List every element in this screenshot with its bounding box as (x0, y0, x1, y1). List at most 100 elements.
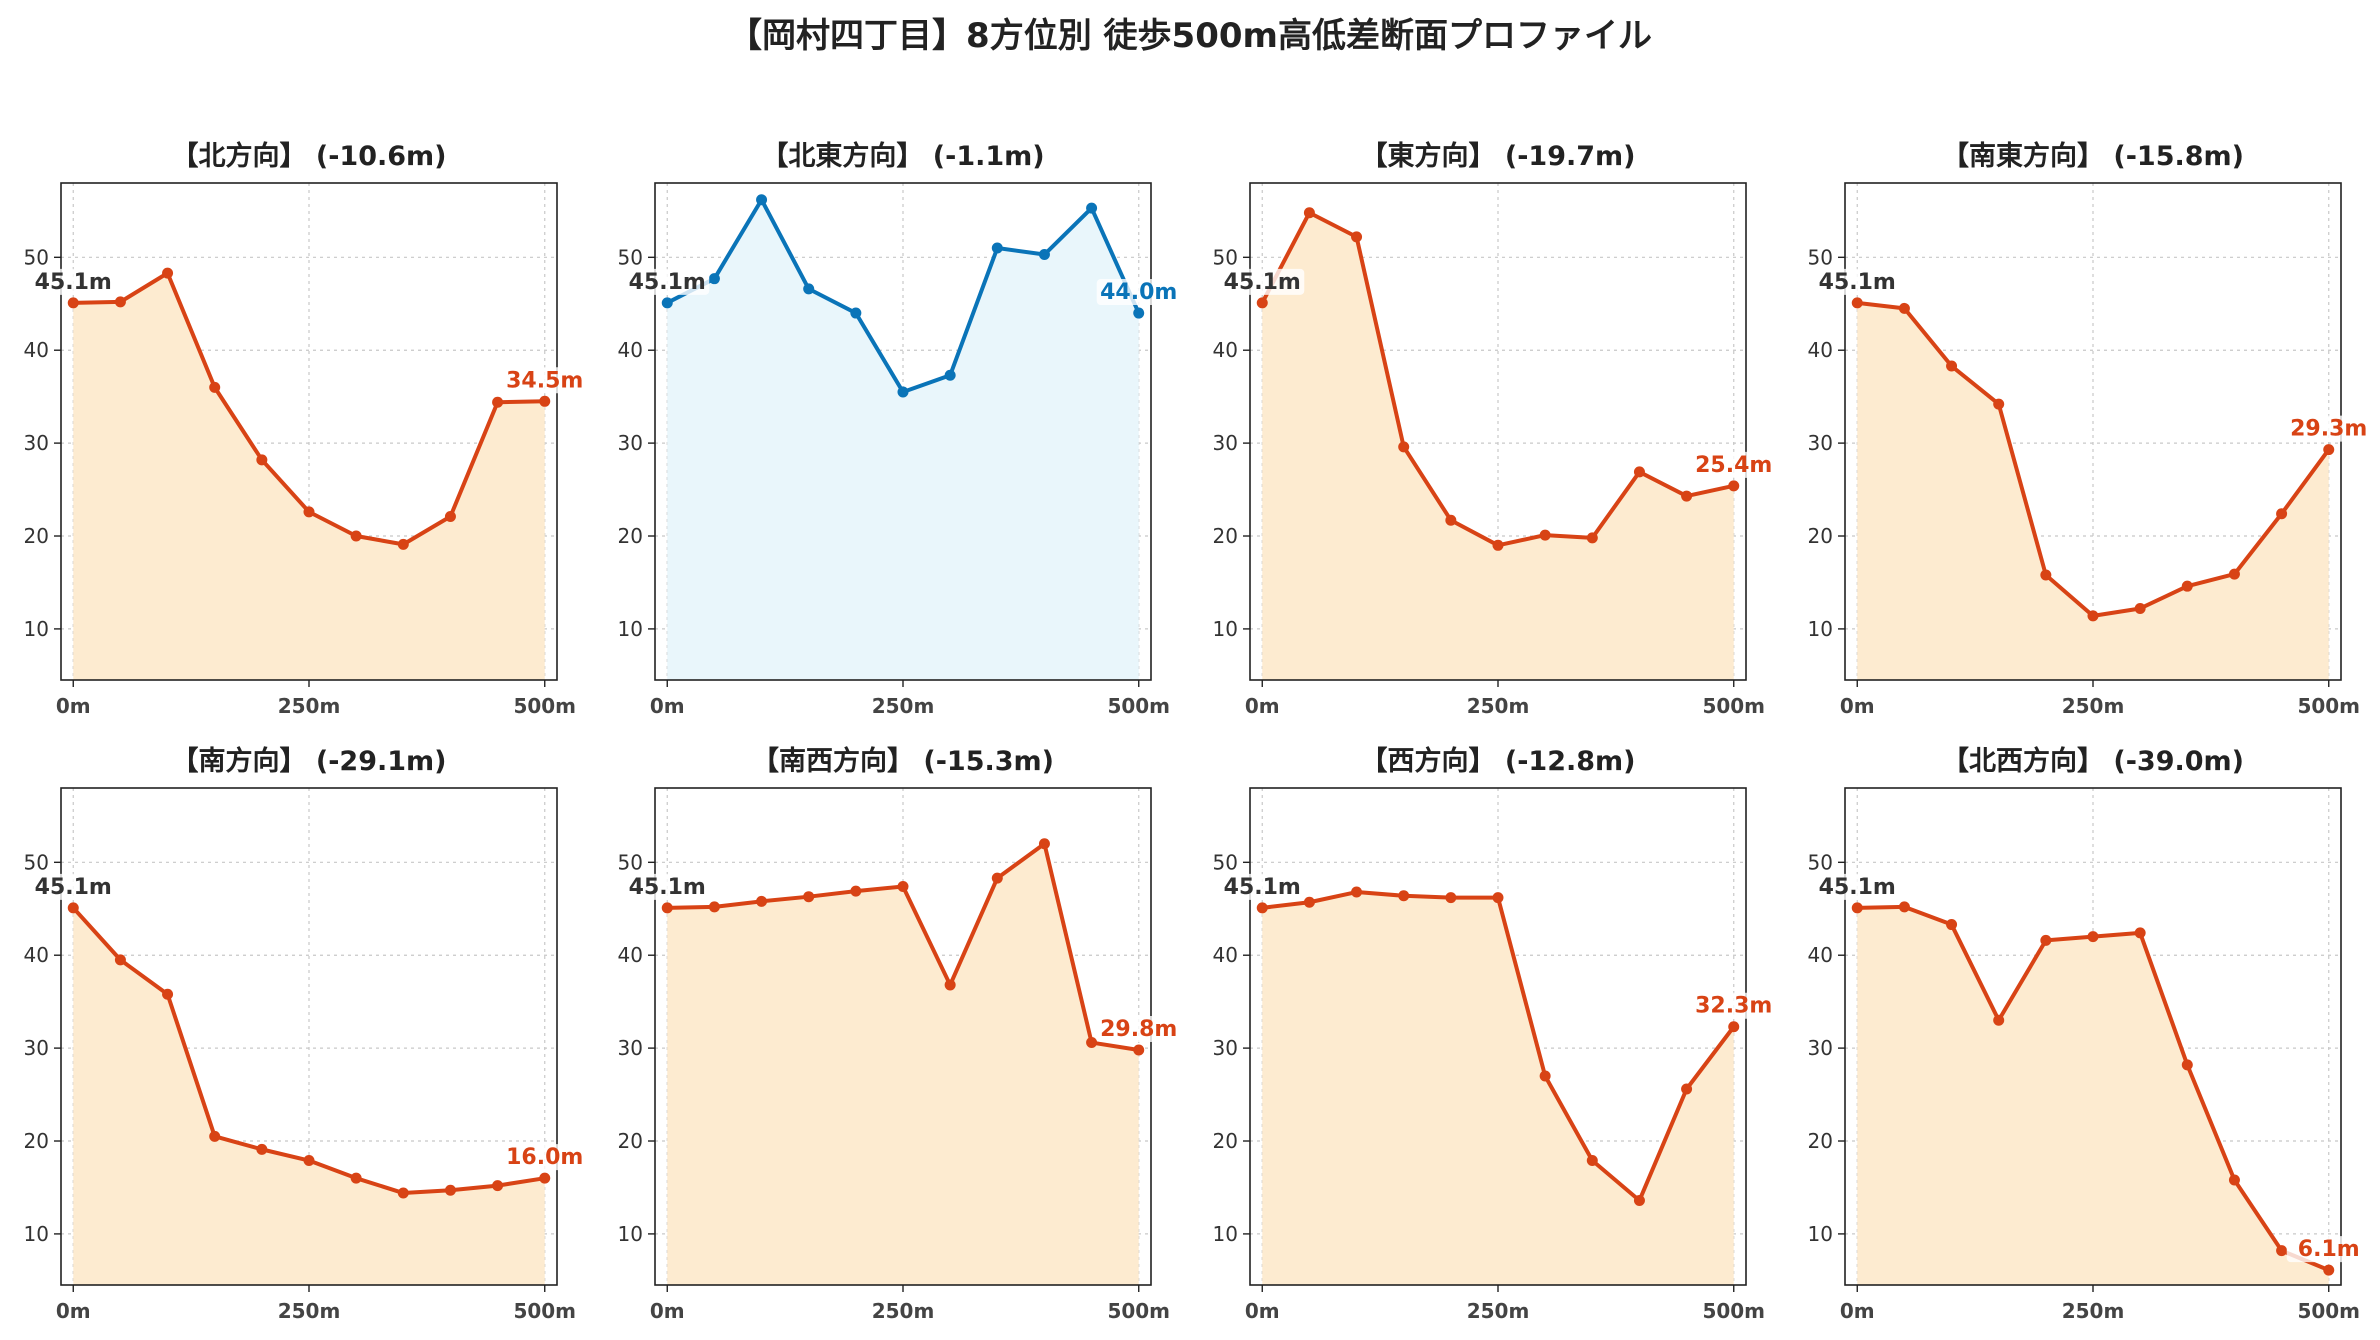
data-point (1133, 1044, 1145, 1056)
data-point (1398, 890, 1410, 902)
data-point (1681, 490, 1693, 502)
data-point (1993, 1014, 2005, 1026)
data-point (708, 901, 720, 913)
y-tick-label: 10 (618, 1222, 643, 1246)
panel-title: 【西方向】 (-12.8m) (1360, 745, 1635, 777)
data-point (1633, 1194, 1645, 1206)
data-point (303, 1155, 315, 1167)
data-point (991, 242, 1003, 254)
data-point (2134, 927, 2146, 939)
end-label: 6.1m (2298, 1237, 2360, 1262)
start-label: 45.1m (1819, 270, 1896, 295)
x-tick-label: 0m (650, 694, 685, 718)
area-fill (73, 907, 545, 1285)
start-label-bg (31, 268, 116, 295)
data-point (1898, 901, 1910, 913)
panel-title: 【北方向】 (-10.6m) (171, 140, 446, 172)
data-point (1038, 249, 1050, 261)
end-label-bg (502, 367, 587, 394)
start-label-bg (1815, 268, 1900, 295)
x-tick-label: 0m (56, 1299, 91, 1323)
end-label-bg (502, 1144, 587, 1171)
y-tick-label: 30 (24, 1036, 49, 1060)
y-tick-label: 40 (618, 338, 643, 362)
end-label-bg (2286, 415, 2371, 442)
start-label: 45.1m (1819, 875, 1896, 900)
data-point (492, 396, 504, 408)
y-tick-label: 30 (24, 431, 49, 455)
data-point (2040, 569, 2052, 581)
data-point (1445, 514, 1457, 526)
data-point (897, 386, 909, 398)
data-point (209, 1130, 221, 1142)
data-point (2323, 1264, 2335, 1276)
y-tick-label: 10 (24, 617, 49, 641)
y-tick-label: 10 (618, 617, 643, 641)
y-tick-label: 20 (24, 1129, 49, 1153)
panel-title: 【南方向】 (-29.1m) (171, 745, 446, 777)
start-label: 45.1m (1224, 875, 1301, 900)
y-tick-label: 20 (1808, 1129, 1833, 1153)
y-tick-label: 50 (618, 850, 643, 874)
data-point (1851, 902, 1863, 914)
data-point (1133, 307, 1145, 319)
data-point (1993, 398, 2005, 410)
end-label: 29.8m (1100, 1017, 1177, 1042)
x-tick-label: 250m (872, 1299, 935, 1323)
y-tick-label: 30 (1213, 431, 1238, 455)
data-point (303, 506, 315, 518)
data-point (256, 454, 268, 466)
end-label-bg (2286, 1236, 2371, 1263)
y-tick-label: 30 (1808, 431, 1833, 455)
x-tick-label: 250m (1467, 1299, 1530, 1323)
y-tick-label: 50 (618, 245, 643, 269)
panel-title: 【北西方向】 (-39.0m) (1942, 745, 2244, 777)
data-point (1946, 360, 1958, 372)
data-point (1586, 1155, 1598, 1167)
data-point (803, 283, 815, 295)
data-point (162, 267, 174, 279)
x-tick-label: 500m (1107, 694, 1170, 718)
start-label: 45.1m (35, 875, 112, 900)
data-point (444, 511, 456, 523)
area-fill (1262, 892, 1734, 1285)
data-point (2323, 444, 2335, 456)
data-point (1492, 892, 1504, 904)
start-label: 45.1m (1224, 270, 1301, 295)
figure-title: 【岡村四丁目】8方位別 徒歩500m高低差断面プロファイル (728, 16, 1652, 56)
end-label: 16.0m (506, 1145, 583, 1170)
y-tick-label: 30 (618, 431, 643, 455)
panel-title: 【南東方向】 (-15.8m) (1942, 140, 2244, 172)
data-point (1728, 1021, 1740, 1033)
end-label-bg (1096, 279, 1181, 306)
data-point (1351, 886, 1363, 898)
y-tick-label: 50 (1213, 245, 1238, 269)
start-label-bg (1815, 873, 1900, 900)
y-tick-label: 10 (1213, 1222, 1238, 1246)
x-tick-label: 500m (513, 694, 576, 718)
data-point (2228, 568, 2240, 580)
data-point (2276, 508, 2288, 520)
y-tick-label: 10 (1808, 617, 1833, 641)
area-fill (1262, 212, 1734, 680)
x-tick-label: 0m (650, 1299, 685, 1323)
data-point (1256, 902, 1268, 914)
y-tick-label: 20 (1808, 524, 1833, 548)
y-tick-label: 40 (1213, 943, 1238, 967)
x-tick-label: 500m (1702, 694, 1765, 718)
y-tick-label: 40 (24, 338, 49, 362)
start-label: 45.1m (35, 270, 112, 295)
start-label: 45.1m (629, 875, 706, 900)
data-point (1351, 231, 1363, 243)
x-tick-label: 500m (2297, 1299, 2360, 1323)
data-point (661, 297, 673, 309)
y-tick-label: 30 (1808, 1036, 1833, 1060)
start-label-bg (1220, 873, 1305, 900)
data-point (2181, 1059, 2193, 1071)
data-point (1445, 892, 1457, 904)
end-label: 25.4m (1695, 453, 1772, 478)
x-tick-label: 500m (1107, 1299, 1170, 1323)
